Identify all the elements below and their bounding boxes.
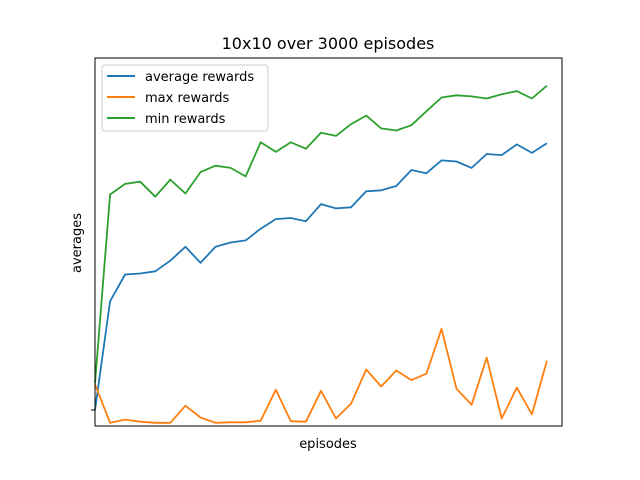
y-axis-label: averages (70, 213, 85, 273)
series-line-min-rewards (94, 85, 548, 384)
x-axis-label: episodes (299, 437, 357, 452)
legend-label-average-rewards: average rewards (145, 70, 254, 85)
legend-label-max-rewards: max rewards (145, 91, 229, 106)
legend: average rewards max rewards min rewards (101, 64, 269, 132)
series-line-average-rewards (94, 142, 548, 411)
series-layer (94, 85, 548, 424)
plot-frame (94, 57, 563, 427)
chart-title: 10x10 over 3000 episodes (222, 34, 435, 53)
legend-box (101, 64, 269, 132)
legend-label-min-rewards: min rewards (145, 112, 226, 127)
series-line-max-rewards (94, 327, 548, 424)
